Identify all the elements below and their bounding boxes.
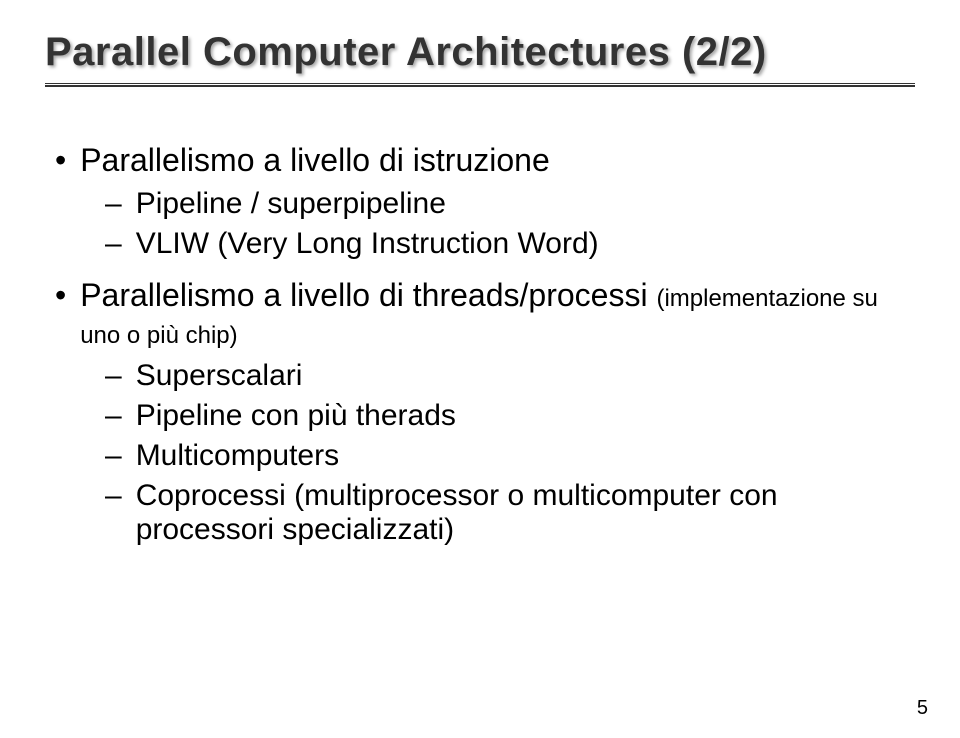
- bullet-text: Parallelismo a livello di threads/proces…: [80, 277, 915, 351]
- bullet-dash-icon: –: [105, 227, 122, 261]
- bullet-level2: – VLIW (Very Long Instruction Word): [105, 227, 915, 261]
- bullet-level2: – Multicomputers: [105, 439, 915, 473]
- title-underline: [45, 83, 915, 87]
- bullet-text: Pipeline con più therads: [136, 399, 456, 433]
- slide-content: • Parallelismo a livello di istruzione –…: [45, 142, 915, 547]
- bullet-level1: • Parallelismo a livello di threads/proc…: [55, 277, 915, 351]
- bullet-text: Parallelismo a livello di istruzione: [80, 142, 550, 179]
- bullet-text: VLIW (Very Long Instruction Word): [136, 227, 599, 261]
- bullet-dash-icon: –: [105, 399, 122, 433]
- page-number: 5: [917, 697, 928, 720]
- bullet-text: Multicomputers: [136, 439, 339, 473]
- bullet-dash-icon: –: [105, 359, 122, 393]
- slide-title: Parallel Computer Architectures (2/2): [45, 30, 915, 75]
- bullet-level1: • Parallelismo a livello di istruzione: [55, 142, 915, 179]
- bullet-dash-icon: –: [105, 439, 122, 473]
- bullet-level2: – Pipeline con più therads: [105, 399, 915, 433]
- bullet-dot-icon: •: [55, 142, 66, 179]
- bullet-dash-icon: –: [105, 187, 122, 221]
- bullet-dot-icon: •: [55, 277, 66, 314]
- bullet-dash-icon: –: [105, 479, 122, 513]
- bullet-level2: – Superscalari: [105, 359, 915, 393]
- bullet-level2: – Pipeline / superpipeline: [105, 187, 915, 221]
- bullet-text: Superscalari: [136, 359, 303, 393]
- bullet-text: Coprocessi (multiprocessor o multicomput…: [136, 479, 915, 547]
- bullet-level2: – Coprocessi (multiprocessor o multicomp…: [105, 479, 915, 547]
- bullet-text: Pipeline / superpipeline: [136, 187, 446, 221]
